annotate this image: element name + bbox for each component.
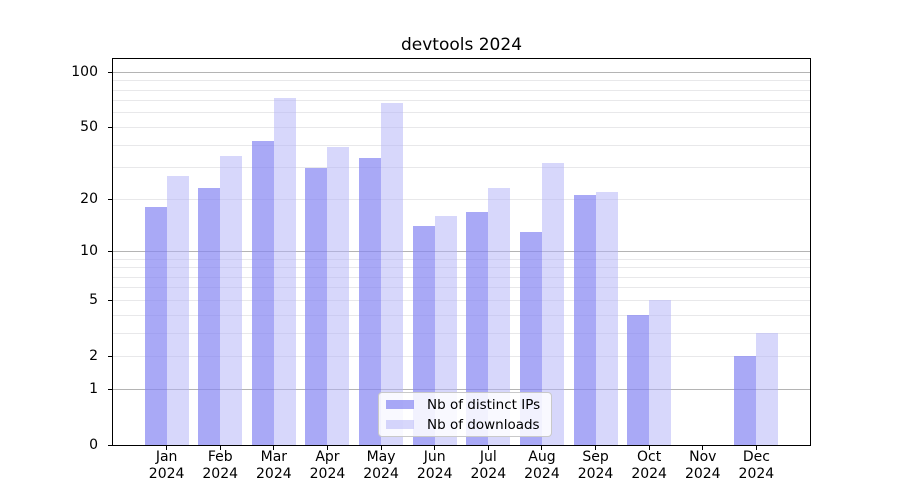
gridline-minor	[113, 112, 810, 114]
bar-downloads	[273, 98, 296, 445]
x-tick-label: Nov 2024	[684, 449, 721, 482]
legend-item-downloads: Nb of downloads	[386, 417, 551, 433]
y-tick-mark	[108, 71, 112, 73]
x-tick-mark	[166, 446, 168, 450]
gridline-minor	[113, 126, 810, 128]
gridline-minor	[113, 276, 810, 278]
gridline-minor	[113, 299, 810, 301]
x-tick-label: Jun 2024	[416, 449, 453, 482]
y-tick-mark	[108, 388, 112, 390]
y-tick-label: 1	[89, 381, 98, 398]
legend-label-downloads: Nb of downloads	[427, 416, 540, 433]
bar-downloads	[595, 191, 618, 445]
y-tick-mark	[108, 299, 112, 301]
gridline-minor	[113, 355, 810, 357]
bar-distinct-ips	[305, 167, 328, 445]
x-tick-mark	[702, 446, 704, 450]
bar-downloads	[434, 216, 457, 445]
x-tick-label: Apr 2024	[309, 449, 346, 482]
legend-swatch-downloads	[386, 420, 414, 429]
gridline-minor	[113, 258, 810, 260]
y-tick-label: 10	[80, 243, 98, 260]
bar-distinct-ips	[412, 226, 435, 445]
legend-label-distinct-ips: Nb of distinct IPs	[427, 396, 541, 413]
bar-downloads	[649, 300, 672, 445]
y-tick-mark	[108, 355, 112, 357]
gridline-minor	[113, 267, 810, 269]
x-tick-mark	[273, 446, 275, 450]
gridline-minor	[113, 167, 810, 169]
bar-distinct-ips	[251, 141, 274, 445]
x-tick-mark	[487, 446, 489, 450]
x-tick-label: Sep 2024	[577, 449, 614, 482]
legend: Nb of distinct IPs Nb of downloads	[378, 392, 552, 437]
x-tick-mark	[380, 446, 382, 450]
y-tick-label: 50	[80, 119, 98, 136]
legend-item-distinct-ips: Nb of distinct IPs	[386, 397, 551, 413]
x-tick-label: Mar 2024	[256, 449, 292, 482]
bar-downloads	[220, 155, 243, 445]
gridline-minor	[113, 314, 810, 316]
bar-distinct-ips	[198, 188, 221, 445]
bar-downloads	[756, 333, 779, 445]
x-tick-label: Feb 2024	[202, 449, 239, 482]
x-tick-label: Jul 2024	[470, 449, 507, 482]
x-tick-mark	[434, 446, 436, 450]
gridline-minor	[113, 332, 810, 334]
y-tick-mark	[108, 250, 112, 252]
bar-distinct-ips	[359, 157, 382, 445]
chart-title: devtools 2024	[400, 35, 523, 55]
bar-distinct-ips	[734, 356, 757, 445]
bar-downloads	[541, 162, 564, 445]
x-tick-mark	[595, 446, 597, 450]
x-tick-label: Oct 2024	[631, 449, 667, 482]
bar-downloads	[381, 103, 404, 445]
plot-area	[112, 58, 811, 446]
bar-distinct-ips	[627, 315, 650, 445]
gridline-minor	[113, 198, 810, 200]
bar-downloads	[327, 147, 350, 445]
y-tick-mark	[108, 444, 112, 446]
x-tick-label: Jan 2024	[148, 449, 185, 482]
bar-downloads	[166, 175, 189, 445]
gridline-minor	[113, 80, 810, 82]
x-tick-mark	[219, 446, 221, 450]
bar-distinct-ips	[144, 207, 167, 445]
y-tick-label: 5	[89, 292, 98, 309]
x-tick-mark	[326, 446, 328, 450]
y-tick-label: 0	[89, 437, 98, 453]
gridline-minor	[113, 100, 810, 102]
x-tick-label: Aug 2024	[524, 449, 560, 482]
bar-distinct-ips	[519, 231, 542, 445]
bar-distinct-ips	[466, 211, 489, 445]
x-tick-mark	[541, 446, 543, 450]
y-tick-mark	[108, 126, 112, 128]
y-tick-label: 20	[80, 191, 98, 208]
gridline-major	[113, 250, 810, 252]
y-tick-label: 100	[71, 64, 98, 81]
gridline-minor	[113, 144, 810, 146]
gridline-minor	[113, 89, 810, 91]
gridline-major	[113, 388, 810, 390]
y-tick-label: 2	[89, 348, 98, 365]
x-tick-mark	[755, 446, 757, 450]
bar-downloads	[488, 188, 511, 445]
legend-swatch-distinct-ips	[386, 400, 414, 409]
gridline-minor	[113, 287, 810, 289]
x-tick-mark	[648, 446, 650, 450]
gridline-major	[113, 71, 810, 73]
x-tick-label: May 2024	[363, 449, 399, 482]
x-tick-label: Dec 2024	[738, 449, 775, 482]
bar-distinct-ips	[573, 195, 596, 445]
y-tick-mark	[108, 198, 112, 200]
